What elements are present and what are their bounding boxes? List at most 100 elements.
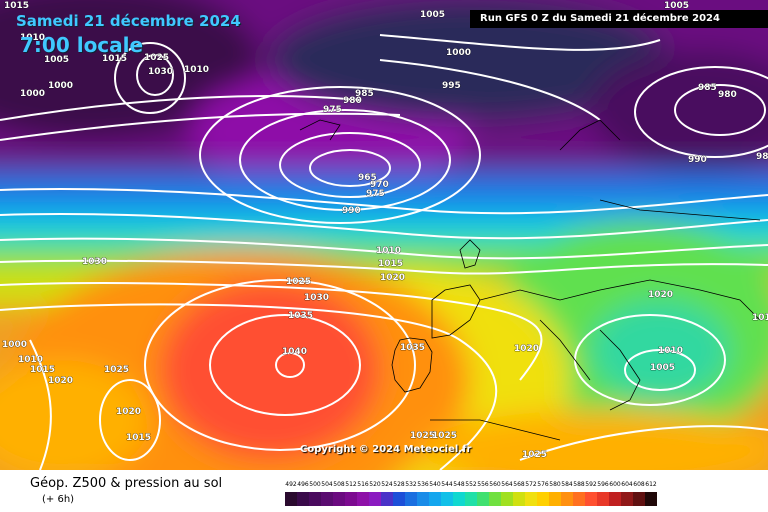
scale-tick-label: 560: [489, 481, 501, 488]
scale-swatch: [297, 492, 309, 506]
isobar-label: 1025: [286, 277, 311, 287]
isobar-label: 1005: [650, 363, 675, 373]
scale-swatch: [597, 492, 609, 506]
forecast-time: 7:00 locale: [20, 33, 144, 57]
isobar-label: 1020: [514, 344, 539, 354]
scale-swatch: [477, 492, 489, 506]
scale-tick-label: 548: [453, 481, 465, 488]
scale-swatch: [537, 492, 549, 506]
isobar-label: 1010: [376, 246, 401, 256]
isobar-label: 1035: [288, 311, 313, 321]
scale-tick-label: 500: [309, 481, 321, 488]
scale-swatch: [585, 492, 597, 506]
copyright-notice: Copyright © 2024 Meteociel.fr: [300, 444, 472, 455]
scale-swatch: [345, 492, 357, 506]
isobar-label: 1030: [304, 293, 329, 303]
isobar-lines: [0, 34, 768, 470]
isobar-label: 1005: [44, 55, 69, 65]
isobar-label: 1015: [4, 1, 29, 11]
isobar-label: 1025: [410, 431, 435, 441]
scale-tick-label: 544: [441, 481, 453, 488]
scale-tick-label: 528: [393, 481, 405, 488]
scale-tick-label: 592: [585, 481, 597, 488]
forecast-date: Samedi 21 décembre 2024: [16, 12, 241, 30]
scale-tick-label: 524: [381, 481, 393, 488]
scale-tick-label: 496: [297, 481, 309, 488]
isobar-label: 1025: [432, 431, 457, 441]
scale-tick-label: 568: [513, 481, 525, 488]
isobar-label: 990: [342, 206, 361, 216]
isobar-label: 1010: [20, 33, 45, 43]
scale-swatch: [333, 492, 345, 506]
scale-tick-label: 532: [405, 481, 417, 488]
run-info: Run GFS 0 Z du Samedi 21 décembre 2024: [470, 10, 768, 28]
scale-swatch: [525, 492, 537, 506]
isobar-label: 98: [756, 152, 768, 162]
scale-tick-label: 576: [537, 481, 549, 488]
coastlines: [299, 119, 761, 441]
scale-tick-label: 540: [429, 481, 441, 488]
scale-tick-label: 508: [333, 481, 345, 488]
isobar-label: 1035: [400, 343, 425, 353]
isobar-label: 965: [358, 173, 377, 183]
isobar-label: 1020: [648, 290, 673, 300]
scale-tick-label: 580: [549, 481, 561, 488]
scale-swatch: [405, 492, 417, 506]
isobar-label: 1025: [522, 450, 547, 460]
scale-swatch: [501, 492, 513, 506]
scale-swatch: [573, 492, 585, 506]
color-scale: 492 496 500 504 508 512 516 520 524 528 532 536 540 5…: [285, 480, 752, 506]
isobar-label: 1010: [184, 65, 209, 75]
scale-tick-label: 520: [369, 481, 381, 488]
scale-tick-label: 572: [525, 481, 537, 488]
scale-swatch: [393, 492, 405, 506]
scale-swatch: [645, 492, 657, 506]
scale-tick-label: 552: [465, 481, 477, 488]
isobar-label: 1015: [126, 433, 151, 443]
scale-swatch: [549, 492, 561, 506]
scale-tick-label: 584: [561, 481, 573, 488]
isobar-label: 1000: [2, 340, 27, 350]
scale-swatch: [309, 492, 321, 506]
isobar-label: 1020: [116, 407, 141, 417]
isobar-label: 975: [323, 105, 342, 115]
isobar-label: 1010: [658, 346, 683, 356]
isobar-label: 995: [442, 81, 461, 91]
isobar-label: 1025: [104, 365, 129, 375]
scale-swatch: [321, 492, 333, 506]
scale-swatch: [561, 492, 573, 506]
scale-tick-label: 604: [621, 481, 633, 488]
scale-tick-label: 536: [417, 481, 429, 488]
isobar-label: 1030: [148, 67, 173, 77]
scale-tick-label: 556: [477, 481, 489, 488]
isobar-label: 1015: [378, 259, 403, 269]
scale-swatch: [621, 492, 633, 506]
isobar-label: 1015: [102, 54, 127, 64]
scale-swatch: [453, 492, 465, 506]
weather-map: 1015 1010 1005 1000 1015 1025 1030 1010 …: [0, 0, 768, 470]
isobar-labels: 1015 1010 1005 1000 1015 1025 1030 1010 …: [2, 1, 768, 461]
scale-tick-label: 492: [285, 481, 297, 488]
legend-subtitle: (+ 6h): [42, 494, 75, 505]
scale-swatch: [441, 492, 453, 506]
scale-swatch: [381, 492, 393, 506]
scale-swatch: [369, 492, 381, 506]
scale-tick-label: 608: [633, 481, 645, 488]
legend-footer: Géop. Z500 & pression au sol (+ 6h) 492 4…: [0, 470, 768, 512]
scale-swatch: [489, 492, 501, 506]
isobar-label: 1000: [48, 81, 73, 91]
scale-swatch: [465, 492, 477, 506]
isobar-label: 1015: [30, 365, 55, 375]
scale-tick-label: 612: [645, 481, 657, 488]
scale-swatch: [285, 492, 297, 506]
scale-swatch: [513, 492, 525, 506]
isobar-label: 1025: [144, 53, 169, 63]
isobar-label: 975: [366, 189, 385, 199]
isobar-label: 1040: [282, 347, 307, 357]
scale-tick-label: 504: [321, 481, 333, 488]
scale-tick-label: 588: [573, 481, 585, 488]
scale-swatch: [633, 492, 645, 506]
scale-tick-label: 596: [597, 481, 609, 488]
isobar-label: 990: [688, 155, 707, 165]
isobar-label: 980: [718, 90, 737, 100]
